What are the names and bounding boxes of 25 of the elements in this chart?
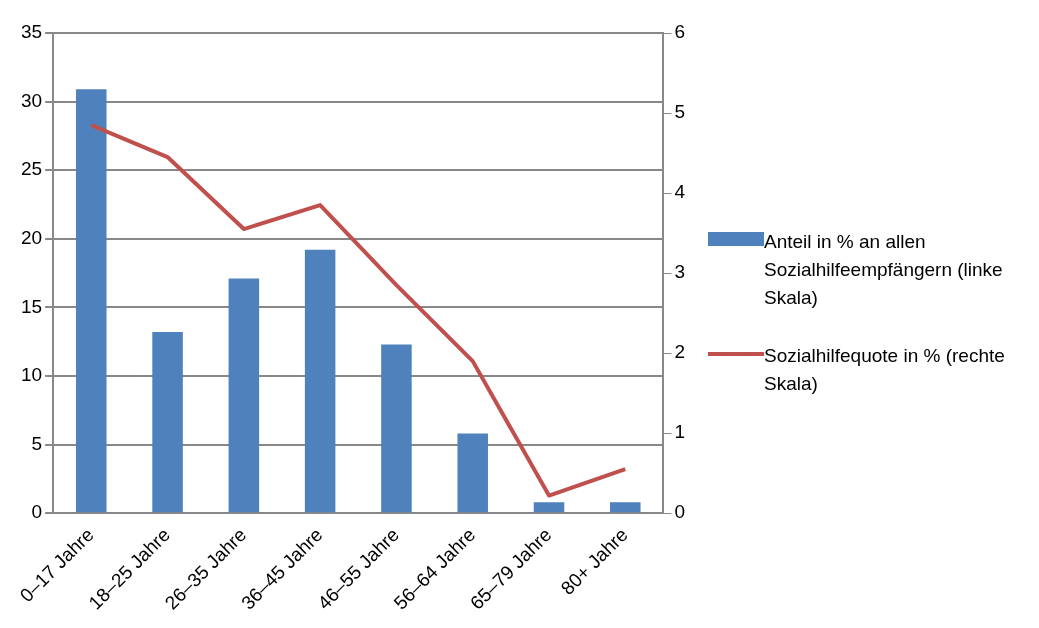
y-tick-label: 15 — [20, 295, 43, 317]
bar — [533, 502, 565, 513]
y2-tick-label: 5 — [674, 101, 686, 123]
bar — [152, 332, 183, 513]
y2-tick-label: 2 — [674, 341, 686, 363]
y-tick-label: 0 — [31, 501, 43, 523]
y2-tick-label: 0 — [674, 501, 686, 523]
y-tick-label: 30 — [20, 89, 43, 111]
y2-tick-label: 6 — [674, 21, 686, 43]
y-tick-label: 10 — [20, 364, 43, 386]
y-tick-label: 35 — [20, 21, 43, 43]
y-tick-label: 25 — [20, 158, 43, 180]
bar — [457, 433, 488, 513]
bar — [228, 278, 260, 513]
bar — [610, 502, 641, 513]
bar — [76, 89, 107, 513]
y-tick-label: 5 — [31, 432, 43, 454]
y2-tick-label: 1 — [674, 421, 686, 443]
bar — [381, 344, 412, 513]
legend-label: Anteil in % an allen Sozialhilfeempfängern (linke Skala) — [764, 230, 1004, 310]
y2-tick-label: 3 — [674, 261, 686, 283]
y-tick-label: 20 — [20, 227, 43, 249]
bar — [304, 249, 336, 513]
legend-label: Sozialhilfequote in % (rechte Skala) — [764, 344, 1006, 396]
y2-tick-label: 4 — [674, 181, 686, 203]
